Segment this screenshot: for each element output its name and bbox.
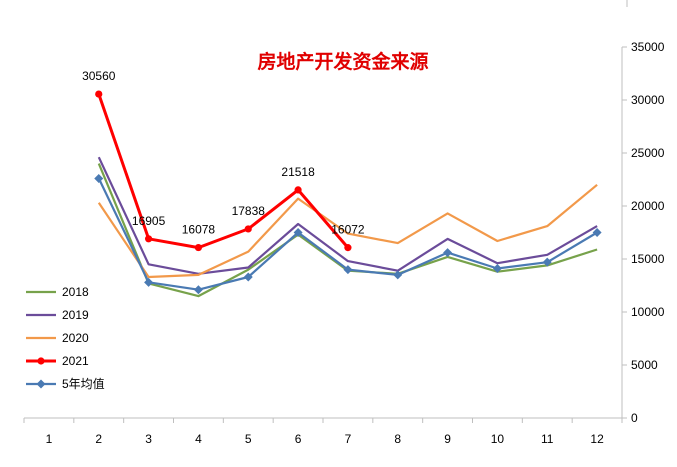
legend-item: 2019: [26, 308, 89, 322]
data-label: 16078: [182, 223, 216, 237]
legend-item: 5年均值: [26, 376, 105, 391]
series-line: [97, 183, 598, 279]
x-tick-label: 6: [295, 432, 302, 446]
x-tick-label: 4: [195, 432, 202, 446]
x-tick-label: 7: [345, 432, 352, 446]
data-label: 21518: [281, 165, 315, 179]
legend-marker: [37, 357, 45, 365]
legend-item: 2020: [26, 331, 89, 345]
data-point: [144, 235, 153, 243]
x-tick-label: 5: [245, 432, 252, 446]
x-tick-label: 8: [394, 432, 401, 446]
data-point: [344, 244, 352, 252]
data-point: [194, 243, 203, 252]
data-point: [243, 272, 253, 282]
data-point: [244, 225, 252, 233]
legend-label: 2018: [62, 285, 89, 299]
data-point: [193, 285, 203, 295]
chart-title: 房地产开发资金来源: [257, 50, 428, 73]
y-tick-label: 0: [631, 411, 638, 425]
series-line: [97, 156, 598, 275]
data-point: [94, 173, 104, 183]
legend-label: 5年均值: [62, 376, 105, 391]
data-point: [492, 264, 502, 274]
y-tick-label: 25000: [631, 146, 665, 160]
x-tick-label: 1: [46, 432, 53, 446]
y-tick-label: 10000: [631, 305, 665, 319]
x-tick-label: 9: [444, 432, 451, 446]
legend-label: 2021: [62, 354, 89, 368]
data-point: [393, 270, 403, 280]
data-point: [443, 248, 453, 258]
data-point: [542, 257, 552, 267]
series-2019: [97, 156, 598, 275]
data-point: [293, 228, 303, 237]
legend-item: 2021: [26, 354, 89, 368]
data-label: 30560: [82, 69, 116, 83]
data-point: [95, 90, 103, 98]
legend: 2018 2019 2020 2021 5年均值: [26, 285, 105, 391]
data-point: [144, 277, 154, 287]
x-tick-label: 11: [541, 432, 554, 446]
x-tick-label: 2: [95, 432, 102, 446]
data-label: 16905: [132, 214, 166, 228]
legend-label: 2019: [62, 308, 89, 322]
x-tick-label: 3: [145, 432, 152, 446]
data-label: 17838: [232, 204, 266, 218]
legend-label: 2020: [62, 331, 89, 345]
y-tick-label: 35000: [631, 40, 665, 54]
data-point: [294, 186, 302, 194]
series-line: [97, 93, 350, 250]
y-tick-label: 15000: [631, 252, 665, 266]
data-point: [592, 228, 602, 237]
x-tick-label: 10: [491, 432, 505, 446]
series-5: [94, 173, 602, 295]
y-tick-label: 5000: [631, 358, 658, 372]
x-tick-label: 12: [590, 432, 604, 446]
series-2020: [97, 183, 598, 279]
legend-marker: [36, 379, 46, 389]
series-2021: [95, 90, 352, 252]
y-tick-label: 30000: [631, 93, 665, 107]
y-tick-label: 20000: [631, 199, 665, 213]
chart-axes: 1 2 3 4 5 6 7 8 9 10 11 120500010000150002000025000…: [23, 0, 665, 446]
data-labels-group: 30560 16905 16078 17838 21518 16072: [82, 69, 365, 237]
legend-item: 2018: [26, 285, 89, 299]
data-label: 16072: [331, 223, 365, 237]
chart-series-group: [94, 90, 602, 298]
data-point: [343, 265, 353, 275]
